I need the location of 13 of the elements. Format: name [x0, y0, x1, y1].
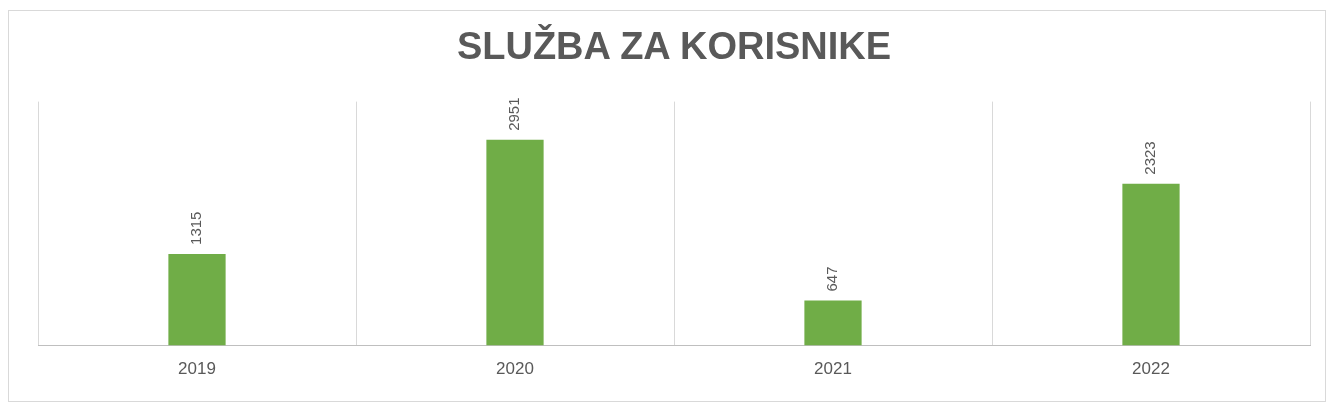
bar — [804, 300, 862, 346]
bar — [1122, 183, 1180, 346]
data-label: 1315 — [187, 211, 205, 245]
x-tick-label: 2020 — [496, 359, 534, 379]
data-label: 2323 — [1141, 141, 1159, 175]
bar — [168, 253, 226, 346]
data-label: 647 — [823, 266, 841, 292]
bar — [486, 139, 544, 346]
data-label: 2951 — [505, 97, 523, 131]
chart-title: SLUŽBA ZA KORISNIKE — [456, 24, 892, 68]
x-tick-label: 2022 — [1132, 359, 1170, 379]
x-tick-label: 2019 — [178, 359, 216, 379]
x-tick-label: 2021 — [814, 359, 852, 379]
